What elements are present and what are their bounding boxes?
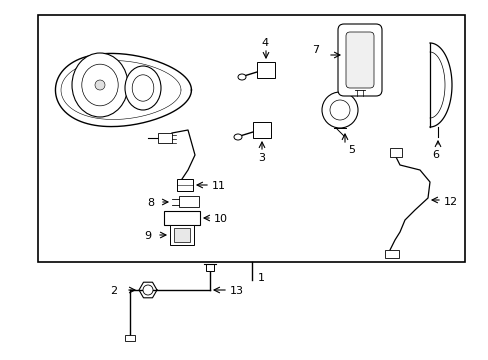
Text: 9: 9 <box>143 231 151 241</box>
Ellipse shape <box>132 75 154 101</box>
Bar <box>38 15 464 262</box>
Bar <box>389 148 401 157</box>
Circle shape <box>95 80 105 90</box>
Circle shape <box>329 100 349 120</box>
Bar <box>179 196 199 207</box>
Bar <box>158 133 172 143</box>
Text: 1: 1 <box>258 273 264 283</box>
Bar <box>125 335 135 341</box>
Text: 13: 13 <box>229 286 244 296</box>
Circle shape <box>321 92 357 128</box>
Text: 5: 5 <box>347 145 354 155</box>
Ellipse shape <box>72 53 128 117</box>
Bar <box>252 122 270 138</box>
Circle shape <box>142 285 153 295</box>
Bar <box>177 179 193 191</box>
Bar <box>257 62 274 78</box>
Bar <box>163 211 200 225</box>
Bar <box>170 225 194 245</box>
FancyBboxPatch shape <box>337 24 381 96</box>
Text: 2: 2 <box>110 286 117 296</box>
Bar <box>174 228 190 242</box>
Text: 3: 3 <box>258 153 264 163</box>
Text: 10: 10 <box>214 214 227 224</box>
Text: 6: 6 <box>431 150 438 160</box>
Bar <box>205 264 214 271</box>
Text: 4: 4 <box>261 38 267 48</box>
Ellipse shape <box>81 64 118 106</box>
Text: 8: 8 <box>147 198 154 208</box>
Bar <box>384 250 398 258</box>
Text: 12: 12 <box>443 197 457 207</box>
Ellipse shape <box>238 74 245 80</box>
Ellipse shape <box>125 66 161 110</box>
Ellipse shape <box>234 134 242 140</box>
Text: 11: 11 <box>212 181 225 191</box>
Text: 7: 7 <box>311 45 319 55</box>
FancyBboxPatch shape <box>346 32 373 88</box>
